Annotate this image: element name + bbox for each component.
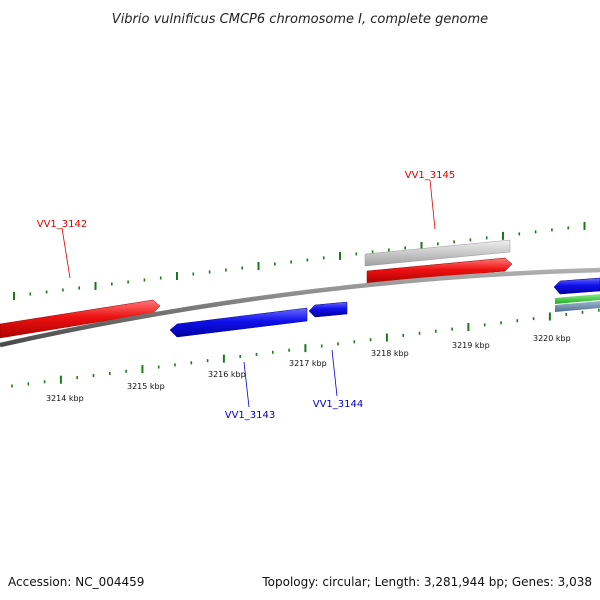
genome-summary-text: Topology: circular; Length: 3,281,944 bp…: [261, 575, 592, 589]
tick-label-3218: 3218 kbp: [371, 349, 409, 358]
tick-label-3215: 3215 kbp: [127, 382, 165, 391]
gene-label-vv1-3143[interactable]: VV1_3143: [225, 410, 276, 421]
feature-track-edge-green[interactable]: [555, 294, 600, 304]
gene-arrow-edge-blue[interactable]: [553, 277, 600, 295]
gene-label-group-vv1-3145: VV1_3145: [405, 170, 456, 230]
accession-text: Accession: NC_004459: [8, 575, 144, 589]
tick-label-3217: 3217 kbp: [289, 359, 327, 368]
outer-tick-row: [13, 221, 586, 300]
gene-label-vv1-3144[interactable]: VV1_3144: [313, 399, 364, 410]
page-title: Vibrio vulnificus CMCP6 chromosome I, co…: [112, 12, 488, 27]
gene-arrow-vv1-3143[interactable]: [169, 307, 308, 338]
tick-label-3214: 3214 kbp: [46, 394, 84, 403]
feature-track-edge-slate[interactable]: [555, 301, 600, 312]
gray-feature-track[interactable]: [364, 239, 511, 267]
gene-arrow-vv1-3142[interactable]: [0, 299, 161, 339]
inner-tick-row: [11, 308, 600, 388]
tick-label-3220: 3220 kbp: [533, 334, 571, 343]
gene-arrow-vv1-3144[interactable]: [308, 301, 348, 318]
gene-label-vv1-3145[interactable]: VV1_3145: [405, 170, 456, 181]
tick-label-3216: 3216 kbp: [208, 370, 246, 379]
gene-arrow-vv1-3145[interactable]: [366, 257, 513, 285]
gene-label-group-vv1-3142: VV1_3142: [37, 219, 88, 279]
tick-label-3219: 3219 kbp: [452, 341, 490, 350]
chromosome-backbone: [0, 267, 600, 348]
gene-label-vv1-3142[interactable]: VV1_3142: [37, 219, 88, 230]
gene-label-group-vv1-3143: VV1_3143: [225, 361, 276, 421]
gene-label-group-vv1-3144: VV1_3144: [313, 349, 364, 410]
scale-labels: 3214 kbp 3215 kbp 3216 kbp 3217 kbp 3218…: [46, 334, 571, 403]
